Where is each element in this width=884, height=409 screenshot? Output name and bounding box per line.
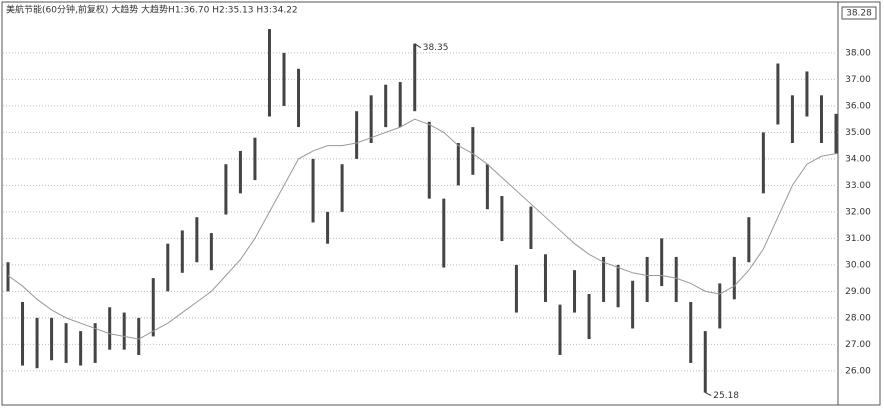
price-bar bbox=[602, 256, 606, 302]
price-bar bbox=[631, 280, 635, 329]
y-tick-label: 29.00 bbox=[845, 287, 871, 297]
price-bar bbox=[790, 95, 794, 144]
price-bar bbox=[209, 233, 213, 271]
annotation-arrow bbox=[414, 43, 422, 49]
price-bar bbox=[442, 198, 446, 268]
price-bar bbox=[384, 84, 388, 128]
price-bar bbox=[587, 294, 591, 340]
price-bar bbox=[6, 262, 10, 292]
price-bar bbox=[398, 82, 402, 128]
price-bar bbox=[195, 217, 199, 263]
price-label: 38.28 bbox=[846, 9, 872, 19]
price-bar bbox=[50, 317, 54, 361]
price-bar bbox=[834, 113, 838, 154]
price-bar bbox=[703, 331, 707, 393]
price-bar bbox=[35, 317, 39, 369]
price-bar bbox=[253, 137, 257, 181]
price-bar bbox=[326, 211, 330, 244]
annotation: 25.18 bbox=[713, 391, 739, 401]
price-bar bbox=[558, 304, 562, 355]
annotation: 38.35 bbox=[423, 43, 449, 53]
price-bar bbox=[21, 301, 25, 366]
price-bar bbox=[529, 206, 533, 249]
price-box bbox=[841, 6, 877, 20]
y-tick-label: 38.00 bbox=[845, 48, 871, 58]
price-bar bbox=[340, 164, 344, 212]
y-tick-label: 36.00 bbox=[845, 101, 871, 111]
price-bar bbox=[500, 195, 504, 242]
y-tick-label: 26.00 bbox=[845, 366, 871, 376]
price-bar bbox=[137, 317, 141, 355]
price-bar bbox=[64, 323, 68, 363]
y-tick-label: 34.00 bbox=[845, 154, 871, 164]
y-tick-label: 35.00 bbox=[845, 128, 871, 138]
price-bar bbox=[645, 256, 649, 302]
ma-line bbox=[7, 118, 837, 340]
price-bar bbox=[689, 301, 693, 363]
annotation-arrow bbox=[705, 392, 712, 397]
price-bar bbox=[108, 307, 112, 350]
price-bar bbox=[180, 230, 184, 273]
y-tick-label: 33.00 bbox=[845, 181, 871, 191]
price-bar bbox=[369, 95, 373, 144]
price-bar bbox=[485, 164, 489, 210]
price-bar bbox=[166, 243, 170, 292]
price-bar bbox=[311, 158, 315, 223]
price-bar bbox=[413, 43, 417, 112]
price-bar bbox=[122, 312, 126, 350]
y-tick-label: 37.00 bbox=[845, 75, 871, 85]
y-tick-label: 27.00 bbox=[845, 340, 871, 350]
price-bar bbox=[427, 121, 431, 199]
price-bar bbox=[297, 68, 301, 128]
price-bar bbox=[267, 29, 271, 117]
price-bar bbox=[151, 278, 155, 337]
price-bar bbox=[282, 52, 286, 106]
price-bar bbox=[674, 256, 678, 302]
price-bar bbox=[543, 254, 547, 302]
y-tick-label: 30.00 bbox=[845, 260, 871, 270]
price-bar bbox=[93, 323, 97, 363]
price-bar bbox=[732, 256, 736, 300]
price-bar bbox=[660, 238, 664, 287]
price-bar bbox=[355, 111, 359, 159]
price-bar bbox=[238, 150, 242, 194]
price-bar bbox=[224, 164, 228, 215]
y-tick-label: 32.00 bbox=[845, 207, 871, 217]
price-bar bbox=[456, 143, 460, 186]
price-bar bbox=[819, 95, 823, 144]
price-bar bbox=[805, 71, 809, 117]
price-bar bbox=[718, 283, 722, 329]
price-bar bbox=[79, 331, 83, 366]
y-tick-label: 31.00 bbox=[845, 234, 871, 244]
price-bar bbox=[514, 264, 518, 313]
price-bar bbox=[471, 127, 475, 175]
price-bar bbox=[573, 270, 577, 313]
price-bar bbox=[616, 264, 620, 308]
price-bar bbox=[747, 217, 751, 263]
price-bar bbox=[761, 132, 765, 194]
y-tick-label: 28.00 bbox=[845, 313, 871, 323]
price-bar bbox=[776, 63, 780, 125]
chart-title: 美航节能(60分钟,前复权) 大趋势 大趋势H1:36.70 H2:35.13 … bbox=[6, 4, 298, 16]
